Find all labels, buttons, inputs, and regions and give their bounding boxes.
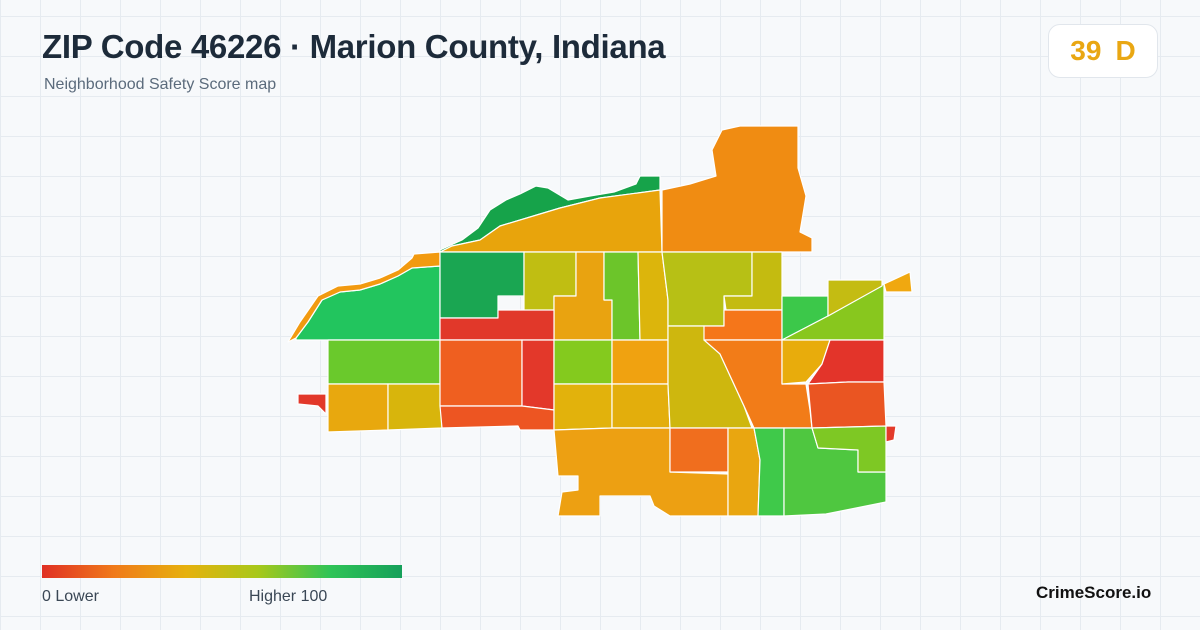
score-badge: 39 D (1048, 24, 1158, 78)
region-tiny-se[interactable] (885, 425, 897, 443)
region-red-b[interactable] (521, 339, 555, 411)
region-amber-c[interactable] (611, 383, 671, 429)
region-tiny-west[interactable] (297, 393, 327, 415)
region-yellow-b[interactable] (553, 383, 613, 431)
region-orange-e[interactable] (807, 381, 887, 429)
region-amber-d[interactable] (781, 339, 831, 385)
page-subtitle: Neighborhood Safety Score map (44, 76, 277, 93)
region-green-b[interactable] (753, 427, 785, 517)
score-value: 39 (1070, 35, 1102, 66)
region-west-yellow[interactable] (387, 383, 443, 431)
region-amber-e[interactable] (727, 427, 761, 517)
region-orange-b[interactable] (439, 405, 555, 431)
region-olive-e[interactable] (827, 279, 883, 317)
legend-gradient-bar (42, 565, 402, 578)
legend-max-label: Higher 100 (249, 588, 328, 605)
legend-min-label: 0 Lower (42, 588, 99, 605)
region-amber-b[interactable] (611, 339, 669, 385)
page-title: ZIP Code 46226 · Marion County, Indiana (42, 28, 666, 65)
region-northeast-large[interactable] (661, 125, 813, 253)
region-nw-green-block[interactable] (439, 251, 525, 319)
brand-logo-text: CrimeScore.io (1036, 583, 1152, 602)
region-tiny-east[interactable] (883, 271, 913, 293)
score-grade: D (1115, 35, 1136, 66)
region-orange-f[interactable] (669, 427, 729, 473)
region-lime-b[interactable] (553, 339, 613, 385)
region-west-amber[interactable] (327, 383, 389, 433)
region-west-lime[interactable] (327, 339, 441, 385)
region-orange-a[interactable] (439, 339, 523, 407)
